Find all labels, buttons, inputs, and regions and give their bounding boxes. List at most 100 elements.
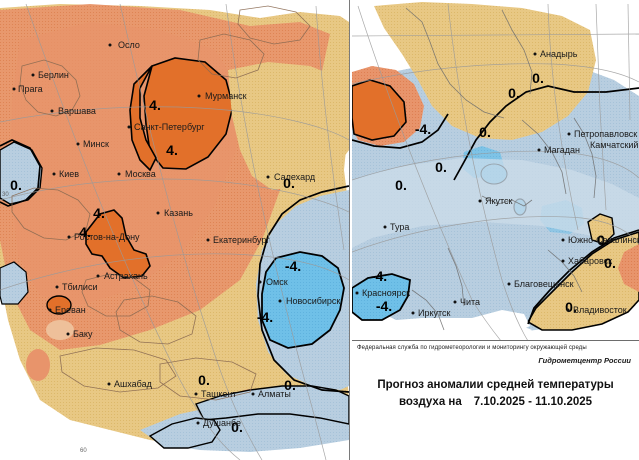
graticule-left bbox=[0, 3, 349, 460]
city-label: Омск bbox=[266, 277, 288, 287]
contour-zero-west bbox=[0, 139, 41, 207]
city-label: Ашхабад bbox=[114, 379, 153, 389]
contour-label: -4. bbox=[257, 309, 273, 325]
contour-label: 0. bbox=[597, 232, 609, 248]
city-dot bbox=[127, 125, 131, 129]
region-orange-se-corner bbox=[618, 244, 639, 292]
city-dot bbox=[266, 175, 270, 179]
left-map-svg: 4.4.4.4.0. 0.-4.-4.0. 0.0. ОслоБерлинПрага… bbox=[0, 3, 349, 460]
city-label: Берлин bbox=[38, 70, 69, 80]
city-dot bbox=[67, 235, 71, 239]
city-label: Салехард bbox=[274, 172, 316, 182]
city-label: Москва bbox=[125, 169, 156, 179]
forecast-title-line1: Прогноз аномалии средней температуры bbox=[377, 379, 614, 391]
city-dot bbox=[12, 87, 16, 91]
contour-label: -4. bbox=[415, 121, 431, 137]
contour-zero-right bbox=[453, 85, 639, 181]
anomaly-blue-dushanbe bbox=[148, 417, 221, 449]
city-dot bbox=[55, 285, 59, 289]
city-label: Тура bbox=[390, 222, 409, 232]
country-borders-right bbox=[405, 7, 597, 331]
city-label: Владивосток bbox=[573, 305, 627, 315]
city-dot bbox=[66, 332, 70, 336]
city-dot bbox=[561, 259, 565, 263]
city-dot bbox=[453, 300, 457, 304]
city-label: Ростов-на-Дону bbox=[74, 232, 140, 242]
contour-label: 4. bbox=[79, 224, 91, 240]
city-label: Анадырь bbox=[540, 49, 578, 59]
city-label: Казань bbox=[164, 208, 193, 218]
city-label: Прага bbox=[18, 84, 43, 94]
city-label: Камчатский bbox=[590, 140, 638, 150]
right-map-panel: -4. 0. 0. 0. 0. 0. 0. 0. 0. -4. -4. Анадырь Петропа… bbox=[352, 0, 639, 460]
contour-label: 0. bbox=[435, 159, 447, 175]
city-dot bbox=[355, 291, 359, 295]
city-dot bbox=[383, 225, 387, 229]
city-dot bbox=[533, 52, 537, 56]
city-dot bbox=[537, 148, 541, 152]
right-map-svg: -4. 0. 0. 0. 0. 0. 0. 0. 0. -4. -4. Анадырь Петропа… bbox=[352, 0, 639, 340]
anomaly-blob-iran bbox=[46, 320, 74, 340]
contour-zero-primorye bbox=[527, 229, 639, 325]
contour-label: 0. bbox=[284, 377, 296, 393]
left-map-layers bbox=[0, 3, 349, 460]
right-map-layers bbox=[352, 0, 639, 340]
city-label: Ташкент bbox=[201, 389, 236, 399]
city-label: Иркутск bbox=[418, 308, 451, 318]
contour-zero-salekhard bbox=[257, 185, 349, 393]
anomaly-plus4-rostov bbox=[85, 209, 151, 279]
right-contour-labels: -4. 0. 0. 0. 0. 0. 0. 0. 0. -4. -4. bbox=[371, 70, 616, 315]
city-label: Санкт-Петербург bbox=[134, 122, 205, 132]
city-dot bbox=[411, 311, 415, 315]
contour-label: 0. bbox=[565, 299, 577, 315]
city-label: Екатеринбург bbox=[213, 235, 270, 245]
city-label: Благовещенск bbox=[514, 279, 574, 289]
contour-label: -4. bbox=[371, 268, 387, 284]
left-city-labels: Осло Берлин Прага Варшава Мурманск Санкт-Пете… bbox=[12, 40, 340, 428]
contour-label: 0. bbox=[10, 177, 22, 193]
contour-label: 0. bbox=[604, 255, 616, 271]
anomaly-blob-caucasus bbox=[46, 295, 72, 315]
city-dot bbox=[107, 382, 111, 386]
left-contour-labels: 4.4.4.4.0. 0.-4.-4.0. 0.0. bbox=[10, 97, 301, 435]
anomaly-plus4-murmansk-inner bbox=[129, 65, 157, 172]
forecast-title-prefix: воздуха на bbox=[398, 396, 462, 408]
city-dot bbox=[566, 308, 570, 312]
anomaly-blob-turkmenistan bbox=[26, 349, 50, 381]
city-label: Южно-Сахалинск bbox=[568, 235, 639, 245]
anomaly-minus4-novosibirsk bbox=[261, 251, 345, 349]
city-dot bbox=[194, 392, 198, 396]
contour-label: 0. bbox=[395, 177, 407, 193]
anomaly-minus4-krasnoyarsk bbox=[352, 273, 411, 321]
anomaly-plus4-murmansk bbox=[143, 57, 234, 170]
country-borders-left bbox=[11, 5, 311, 401]
city-dot bbox=[196, 421, 200, 425]
region-tan-east bbox=[228, 62, 349, 190]
city-dot bbox=[50, 109, 54, 113]
contour-label: 0. bbox=[479, 124, 491, 140]
city-dot bbox=[197, 94, 201, 98]
contour-label: 4. bbox=[149, 97, 161, 113]
graticule-right bbox=[352, 3, 639, 340]
city-label: Баку bbox=[73, 329, 93, 339]
contour-label: 0. bbox=[508, 85, 520, 101]
city-label: Новосибирск bbox=[286, 296, 340, 306]
city-label: Якутск bbox=[485, 196, 513, 206]
city-dot bbox=[478, 199, 482, 203]
city-label: Красноярск bbox=[362, 288, 410, 298]
city-dot bbox=[108, 43, 112, 47]
legend-title-box: Федеральная служба по гидрометеорологии … bbox=[352, 340, 639, 460]
agency-line: Федеральная служба по гидрометеорологии … bbox=[357, 345, 587, 351]
contour-label: 0. bbox=[198, 372, 210, 388]
city-dot bbox=[206, 238, 210, 242]
contour-zero-right-lower bbox=[352, 113, 449, 149]
city-label: Тбилиси bbox=[62, 282, 98, 292]
city-label: Ереван bbox=[55, 305, 86, 315]
anomaly-plus-orange-core bbox=[352, 79, 407, 141]
city-dot bbox=[48, 308, 52, 312]
city-dot bbox=[31, 73, 35, 77]
city-dot bbox=[258, 280, 262, 284]
city-label: Киев bbox=[59, 169, 79, 179]
